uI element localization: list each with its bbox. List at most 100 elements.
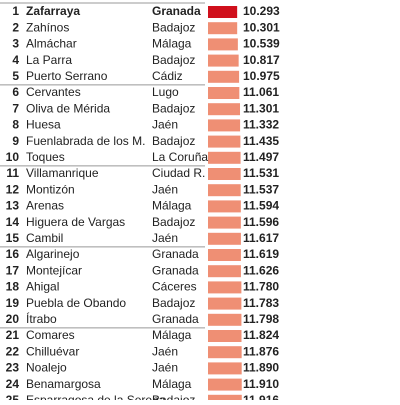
town: Ítrabo [26, 311, 57, 326]
town: Cervantes [26, 85, 81, 99]
row: 19 Puebla de Obando Badajoz 11.783 [6, 296, 280, 310]
rank: 23 [6, 361, 20, 375]
value: 11.301 [243, 101, 279, 115]
bar [208, 249, 241, 261]
town: Chilluévar [26, 344, 79, 358]
bar [208, 378, 242, 391]
row: 4 La Parra Badajoz 10.817 [12, 53, 280, 67]
row: 17 Montejícar Granada 11.626 [6, 263, 280, 277]
bar [208, 168, 241, 180]
province: Badajoz [152, 20, 195, 34]
value: 11.617 [243, 231, 279, 245]
town: Algarinejo [26, 247, 80, 261]
town: Ahigal [26, 280, 59, 294]
row: 18 Ahigal Cáceres 11.780 [6, 280, 280, 294]
town: Fuenlabrada de los M. [26, 134, 145, 148]
value: 11.824 [243, 328, 279, 342]
value: 10.975 [243, 69, 280, 83]
rank: 21 [6, 328, 20, 342]
bar [208, 22, 238, 35]
bar [208, 184, 241, 197]
bar [208, 70, 240, 83]
rank: 11 [6, 166, 19, 180]
province: Badajoz [152, 215, 195, 229]
row: 1 Zafarraya Granada 10.293 [12, 4, 280, 18]
bar [208, 135, 241, 148]
town: Montizón [26, 182, 75, 196]
row: 14 Higuera de Vargas Badajoz 11.596 [6, 215, 280, 229]
bar [208, 232, 241, 245]
bar [208, 200, 241, 213]
province: Granada [152, 247, 199, 261]
rank: 4 [12, 53, 19, 67]
rank: 2 [12, 20, 19, 34]
town: Huesa [26, 118, 61, 132]
rank: 18 [6, 280, 20, 294]
row: 11 Villamanrique Ciudad R. 11.531 [6, 166, 279, 180]
town: Comares [26, 328, 75, 342]
province: Jaén [152, 182, 178, 196]
town: La Parra [26, 53, 72, 67]
rank: 6 [12, 85, 19, 99]
value: 11.531 [243, 166, 279, 180]
bar [208, 151, 241, 164]
town: Esparragosa de la Serena [26, 393, 166, 400]
town: Puebla de Obando [26, 296, 126, 310]
value: 11.876 [243, 344, 279, 358]
bar [208, 87, 240, 99]
town: Almáchar [26, 37, 77, 51]
town: Zafarraya [26, 4, 80, 18]
rank: 17 [6, 263, 20, 277]
bar [208, 281, 242, 294]
value: 11.435 [243, 134, 279, 148]
province: Jaén [152, 361, 178, 375]
row: 16 Algarinejo Granada 11.619 [6, 247, 280, 261]
row: 5 Puerto Serrano Cádiz 10.975 [12, 69, 280, 83]
bar [208, 346, 242, 359]
row: 7 Oliva de Mérida Badajoz 11.301 [12, 101, 279, 115]
bar [208, 297, 242, 310]
town: Puerto Serrano [26, 69, 108, 83]
bar [208, 313, 242, 326]
bar [208, 103, 241, 116]
row: 3 Almáchar Málaga 10.539 [12, 37, 280, 51]
rank: 25 [6, 393, 20, 400]
province: Málaga [152, 199, 192, 213]
rank: 10 [6, 150, 20, 164]
value: 11.916 [243, 393, 279, 400]
rank: 7 [12, 101, 19, 115]
value: 11.332 [243, 118, 279, 132]
town: Zahínos [26, 20, 69, 34]
rank: 3 [12, 37, 19, 51]
rank: 12 [6, 182, 20, 196]
value: 11.780 [243, 280, 279, 294]
province: Málaga [152, 328, 192, 342]
bar [208, 362, 242, 375]
province: Lugo [152, 85, 179, 99]
province: Ciudad R. [152, 166, 205, 180]
town: Cambil [26, 231, 63, 245]
row: 12 Montizón Jaén 11.537 [6, 182, 280, 196]
row: 21 Comares Málaga 11.824 [6, 328, 280, 342]
rank: 13 [6, 199, 20, 213]
rank: 24 [6, 377, 20, 391]
rank: 19 [6, 296, 20, 310]
province: Granada [152, 263, 199, 277]
bar [208, 330, 242, 342]
province: Granada [152, 312, 199, 326]
row: 23 Noalejo Jaén 11.890 [6, 361, 280, 375]
row: 2 Zahínos Badajoz 10.301 [12, 20, 280, 34]
bar [208, 54, 239, 67]
province: Badajoz [152, 53, 195, 67]
province: La Coruña [152, 150, 208, 164]
value: 11.594 [243, 199, 279, 213]
value: 11.596 [243, 215, 279, 229]
province: Jaén [152, 231, 178, 245]
value: 11.626 [243, 263, 279, 277]
town: Higuera de Vargas [26, 215, 125, 229]
bar [208, 38, 238, 51]
row: 8 Huesa Jaén 11.332 [12, 118, 279, 132]
row: 22 Chilluévar Jaén 11.876 [6, 344, 280, 358]
province: Granada [152, 4, 201, 18]
